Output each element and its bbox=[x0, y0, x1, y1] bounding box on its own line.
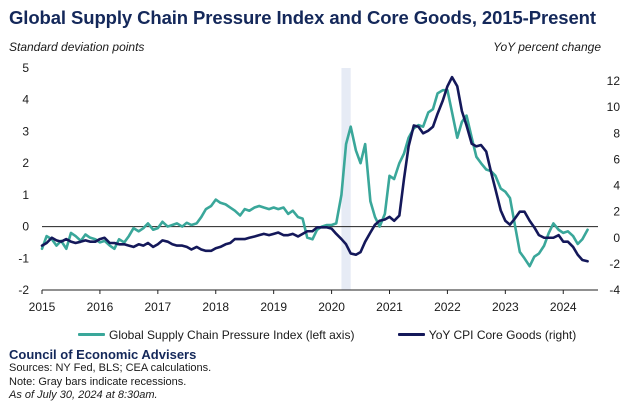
right-axis-title: YoY percent change bbox=[493, 40, 601, 54]
x-tick-label: 2023 bbox=[492, 300, 519, 314]
footer-note: Note: Gray bars indicate recessions. bbox=[9, 375, 187, 388]
y-right-tick-label: 12 bbox=[607, 74, 621, 88]
y-right-tick-label: -4 bbox=[609, 283, 620, 297]
legend-swatch-gscpi bbox=[78, 333, 105, 336]
y-right-tick-label: 0 bbox=[613, 231, 620, 245]
x-tick-label: 2016 bbox=[87, 300, 114, 314]
footer: Council of Economic Advisers Sources: NY… bbox=[9, 348, 211, 402]
y-left-tick-label: 5 bbox=[22, 61, 29, 75]
y-left-tick-label: 4 bbox=[22, 93, 29, 107]
x-tick-label: 2015 bbox=[29, 300, 56, 314]
legend: Global Supply Chain Pressure Index (left… bbox=[78, 325, 616, 342]
tick-labels: 2015 2016 2017 2018 2019 2020 2021 2022 2023 2024… bbox=[18, 61, 620, 314]
x-tick-label: 2021 bbox=[376, 300, 403, 314]
legend-label-gscpi: Global Supply Chain Pressure Index (left… bbox=[109, 327, 355, 342]
y-left-tick-label: -1 bbox=[18, 251, 29, 265]
axes bbox=[41, 226, 598, 294]
y-left-tick-label: 2 bbox=[22, 156, 29, 170]
y-left-tick-label: 3 bbox=[22, 124, 29, 138]
legend-swatch-cpi bbox=[397, 333, 425, 336]
chart-title: Global Supply Chain Pressure Index and C… bbox=[9, 7, 596, 28]
series-line-cpi bbox=[40, 75, 589, 263]
x-tick-label: 2017 bbox=[144, 300, 171, 314]
y-right-tick-label: 4 bbox=[613, 179, 620, 193]
recession-band-0 bbox=[341, 68, 351, 290]
y-right-tick-label: 2 bbox=[613, 205, 620, 219]
x-tick-label: 2024 bbox=[550, 300, 577, 314]
x-tick-label: 2020 bbox=[318, 300, 345, 314]
y-right-tick-label: 10 bbox=[607, 100, 621, 114]
y-right-tick-label: 8 bbox=[613, 126, 620, 140]
y-left-tick-label: 1 bbox=[22, 188, 29, 202]
y-right-tick-label: 6 bbox=[613, 152, 620, 166]
footer-org: Council of Economic Advisers bbox=[9, 347, 197, 362]
legend-item-gscpi: Global Supply Chain Pressure Index (left… bbox=[78, 328, 354, 342]
y-left-tick-label: -2 bbox=[18, 283, 29, 297]
recession-bands bbox=[341, 68, 351, 290]
left-axis-title: Standard deviation points bbox=[9, 40, 145, 54]
series-lines bbox=[40, 75, 589, 268]
footer-sources: Sources: NY Fed, BLS; CEA calculations. bbox=[9, 362, 212, 375]
x-tick-label: 2019 bbox=[260, 300, 287, 314]
footer-as-of: As of July 30, 2024 at 8:30am. bbox=[9, 388, 158, 401]
y-right-tick-label: -2 bbox=[609, 257, 620, 271]
legend-item-cpi: YoY CPI Core Goods (right) bbox=[397, 327, 577, 342]
series-line-gscpi bbox=[40, 88, 589, 268]
x-tick-label: 2022 bbox=[434, 300, 461, 314]
legend-label-cpi: YoY CPI Core Goods (right) bbox=[428, 327, 577, 342]
x-tick-label: 2018 bbox=[202, 300, 229, 314]
y-left-tick-label: 0 bbox=[22, 220, 29, 234]
